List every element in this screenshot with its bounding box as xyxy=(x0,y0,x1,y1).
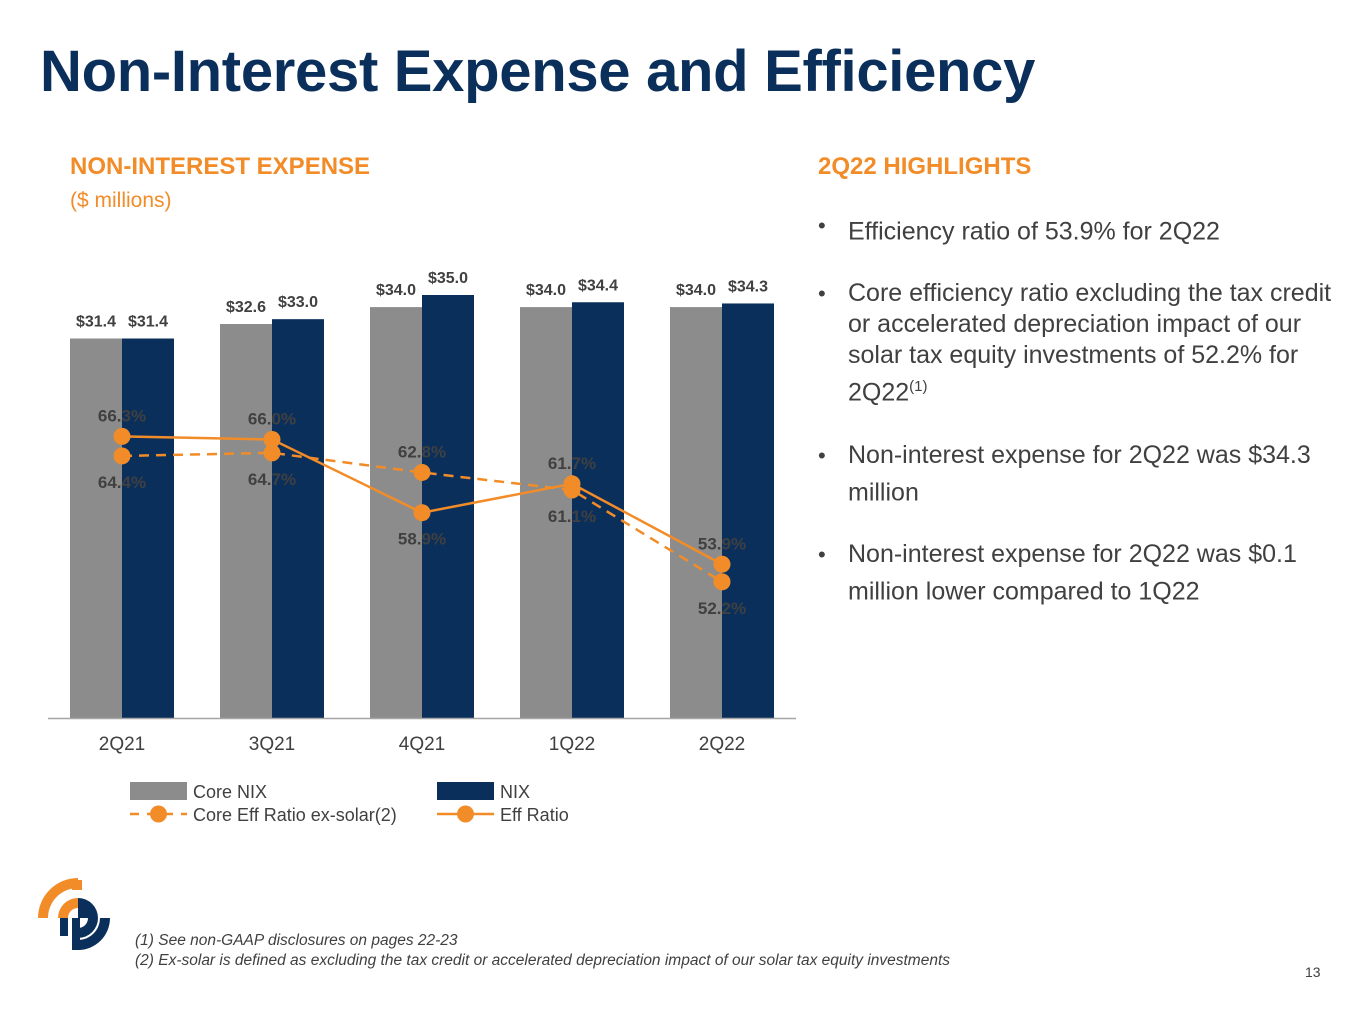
eff-ratio-point xyxy=(263,430,281,448)
x-tick-label: 1Q22 xyxy=(549,734,595,755)
core-nix-label: $34.0 xyxy=(676,282,716,299)
bullet-icon: • xyxy=(818,281,826,307)
core-eff-ratio-point xyxy=(113,447,131,465)
footnotes: (1) See non-GAAP disclosures on pages 22… xyxy=(135,931,950,971)
core-eff-ratio-label: 62.8% xyxy=(398,442,446,461)
page-title: Non-Interest Expense and Efficiency xyxy=(40,39,1036,104)
core-nix-bar xyxy=(220,324,272,718)
highlight-text: Non-interest expense for 2Q22 was $34.3 … xyxy=(848,440,1311,506)
core-eff-ratio-point xyxy=(413,463,431,481)
legend-core-eff-ratio-label: Core Eff Ratio ex-solar(2) xyxy=(193,805,397,825)
eff-ratio-point xyxy=(113,427,131,445)
nix-efficiency-chart: $31.4 $32.6 $34.0 $34.0 $34.0 $31.4 $33.0 $35.0… xyxy=(48,270,796,825)
core-nix-bar xyxy=(70,338,122,718)
core-eff-ratio-label: 61.1% xyxy=(548,507,596,526)
bullet-icon: • xyxy=(818,213,826,238)
core-eff-ratio-line xyxy=(121,451,723,583)
nix-bar xyxy=(572,302,624,718)
core-eff-ratio-point xyxy=(713,573,731,591)
core-nix-label: $34.0 xyxy=(526,282,566,299)
eff-ratio-point xyxy=(413,504,431,522)
core-eff-ratio-point xyxy=(263,444,281,462)
x-tick-label: 3Q21 xyxy=(249,734,295,755)
highlight-item: • Non-interest expense for 2Q22 was $34.3… xyxy=(818,440,1338,508)
nix-label: $33.0 xyxy=(278,294,318,311)
core-nix-label: $34.0 xyxy=(376,282,416,299)
highlights-heading: 2Q22 HIGHLIGHTS xyxy=(818,153,1032,180)
legend-core-nix-swatch xyxy=(130,782,187,800)
nix-bar xyxy=(722,303,774,718)
legend-nix-label: NIX xyxy=(500,782,530,802)
bullet-icon: • xyxy=(818,541,826,567)
core-nix-bar xyxy=(670,307,722,718)
eff-ratio-label: 58.9% xyxy=(398,530,446,549)
legend-eff-ratio-marker xyxy=(457,805,474,823)
eff-ratio-label: 61.7% xyxy=(548,454,596,473)
nix-label: $34.4 xyxy=(578,277,618,294)
legend-eff-ratio-label: Eff Ratio xyxy=(500,805,569,825)
nix-label: $34.3 xyxy=(728,278,768,295)
company-logo-icon xyxy=(38,878,110,950)
core-nix-label: $32.6 xyxy=(226,299,266,316)
nix-label: $31.4 xyxy=(128,314,168,331)
highlight-text: Efficiency ratio of 53.9% for 2Q22 xyxy=(848,217,1220,246)
highlight-item: • Efficiency ratio of 53.9% for 2Q22 xyxy=(818,210,1338,247)
core-nix-bar xyxy=(370,307,422,718)
footnote-2: (2) Ex-solar is defined as excluding the… xyxy=(135,952,951,969)
bullet-icon: • xyxy=(818,442,826,468)
nix-bar xyxy=(122,338,174,718)
eff-ratio-point xyxy=(713,555,731,573)
legend-core-nix-label: Core NIX xyxy=(193,782,267,802)
chart-subheading: ($ millions) xyxy=(70,189,172,212)
x-tick-label: 4Q21 xyxy=(399,734,445,755)
highlight-item: • Non-interest expense for 2Q22 was $0.1 … xyxy=(818,539,1338,607)
footnote-1: (1) See non-GAAP disclosures on pages 22… xyxy=(135,932,458,949)
eff-ratio-point xyxy=(563,475,581,493)
core-eff-ratio-label: 64.7% xyxy=(248,470,296,489)
highlight-text: Non-interest expense for 2Q22 was $0.1 m… xyxy=(848,539,1297,606)
legend-core-eff-ratio-marker xyxy=(150,805,167,823)
highlights-list: • Efficiency ratio of 53.9% for 2Q22 • Cor… xyxy=(818,210,1338,638)
core-nix-bar xyxy=(520,307,572,718)
eff-ratio-label: 66.0% xyxy=(248,409,296,428)
nix-bar xyxy=(272,319,324,718)
highlight-sup: (1) xyxy=(909,378,928,396)
highlight-item: • Core efficiency ratio excluding the tax… xyxy=(818,278,1338,408)
highlight-text: Core efficiency ratio excluding the tax … xyxy=(848,279,1332,407)
core-eff-ratio-label: 64.4% xyxy=(98,473,146,492)
eff-ratio-label: 66.3% xyxy=(98,406,146,425)
x-tick-label: 2Q22 xyxy=(699,734,745,755)
page-number: 13 xyxy=(1305,964,1321,980)
nix-label: $35.0 xyxy=(428,270,468,287)
chart-heading: NON-INTEREST EXPENSE xyxy=(70,153,371,180)
eff-ratio-label: 53.9% xyxy=(698,534,746,553)
core-nix-label: $31.4 xyxy=(76,314,116,331)
legend-nix-swatch xyxy=(437,782,494,800)
x-tick-label: 2Q21 xyxy=(99,734,145,755)
core-eff-ratio-label: 52.2% xyxy=(698,599,746,618)
